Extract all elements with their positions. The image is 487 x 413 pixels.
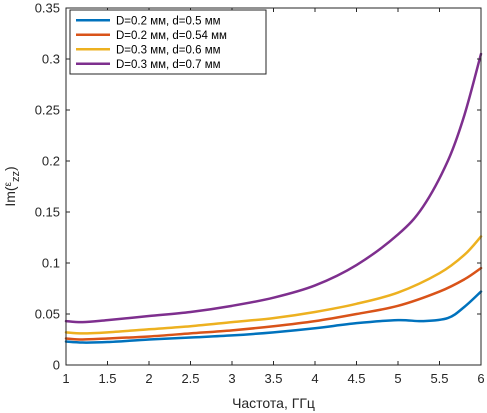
series-line-4 — [64, 52, 483, 324]
x-tick-label: 4 — [311, 371, 318, 386]
x-axis-title: Частота, ГГц — [232, 395, 315, 411]
x-tick-label: 6 — [477, 371, 484, 386]
series-line-1 — [64, 290, 483, 344]
x-tick-label: 1.5 — [98, 371, 116, 386]
x-tick-label: 5.5 — [430, 371, 448, 386]
legend-label-1: D=0.2 мм, d=0.5 мм — [116, 15, 221, 27]
y-tick-label: 0.05 — [35, 307, 60, 322]
x-tick-label: 1 — [62, 371, 69, 386]
y-tick-label: 0.3 — [42, 52, 60, 67]
x-tick-label: 4.5 — [347, 371, 365, 386]
x-tick-label: 2.5 — [181, 371, 199, 386]
y-tick-label: 0.25 — [35, 103, 60, 118]
legend: D=0.2 мм, d=0.5 мм D=0.2 мм, d=0.54 мм D=0… — [69, 9, 267, 75]
y-tick-label: 0.2 — [42, 154, 60, 169]
ticks-layer: 1 1.5 2 2.5 3 3.5 4 4.5 5 5.5 6 0 0.05 0.1 0.15 0.2 0.25… — [35, 1, 485, 387]
legend-label-3: D=0.3 мм, d=0.6 мм — [116, 44, 221, 56]
y-tick-label: 0.1 — [42, 256, 60, 271]
legend-label-2: D=0.2 мм, d=0.54 мм — [116, 30, 227, 42]
series-line-2 — [64, 266, 483, 341]
legend-label-4: D=0.3 мм, d=0.7 мм — [116, 59, 221, 71]
x-tick-label: 3 — [228, 371, 235, 386]
y-tick-label: 0.15 — [35, 205, 60, 220]
series-layer — [64, 52, 483, 344]
x-tick-label: 2 — [145, 371, 152, 386]
y-tick-label: 0.35 — [35, 1, 60, 16]
x-tick-label: 5 — [394, 371, 401, 386]
y-axis-title: Im(εzz) — [2, 166, 22, 206]
series-line-3 — [64, 235, 483, 335]
x-tick-label: 3.5 — [264, 371, 282, 386]
y-tick-label: 0 — [53, 358, 60, 373]
